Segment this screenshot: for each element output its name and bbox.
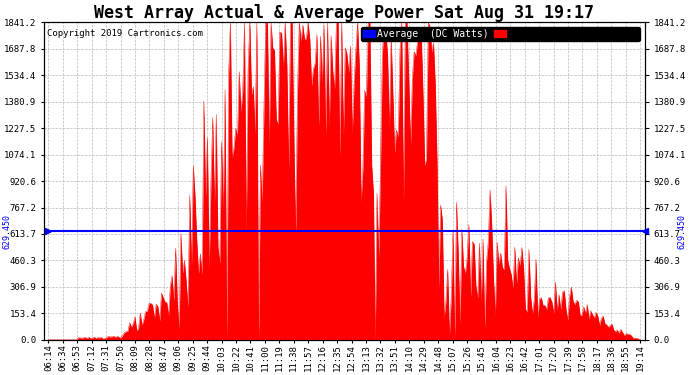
Text: 629.450: 629.450 bbox=[678, 214, 687, 249]
Text: 629.450: 629.450 bbox=[2, 214, 11, 249]
Title: West Array Actual & Average Power Sat Aug 31 19:17: West Array Actual & Average Power Sat Au… bbox=[95, 4, 594, 22]
Legend: Average  (DC Watts), West Array  (DC Watts): Average (DC Watts), West Array (DC Watts… bbox=[361, 27, 640, 41]
Text: Copyright 2019 Cartronics.com: Copyright 2019 Cartronics.com bbox=[47, 28, 203, 38]
